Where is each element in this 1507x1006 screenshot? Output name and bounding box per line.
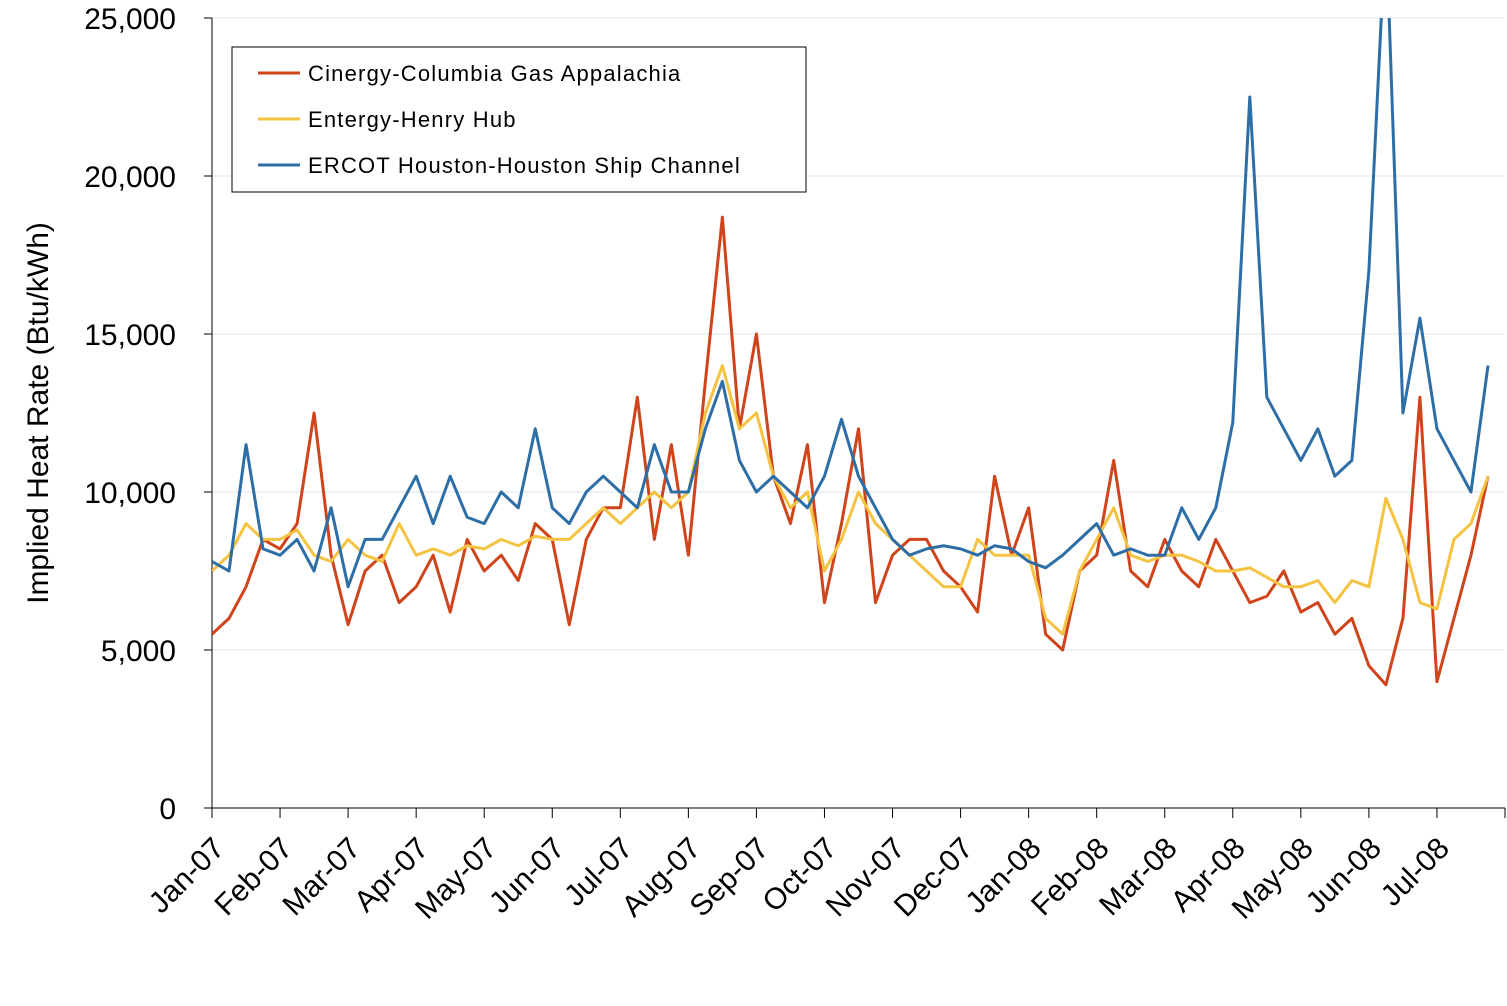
x-tick-label: Mar-08 xyxy=(1093,832,1184,923)
x-tick-label: Jun-07 xyxy=(483,832,571,920)
y-tick-label: 15,000 xyxy=(84,319,176,352)
y-tick-label: 20,000 xyxy=(84,161,176,194)
x-tick-label: Mar-07 xyxy=(277,832,368,923)
y-tick-label: 0 xyxy=(159,793,176,826)
y-tick-label: 25,000 xyxy=(84,3,176,36)
legend-label: Entergy-Henry Hub xyxy=(308,107,517,132)
series-line xyxy=(212,364,1490,636)
legend: Cinergy-Columbia Gas Appalachia Entergy-H… xyxy=(231,46,807,193)
y-tick-label: 10,000 xyxy=(84,477,176,510)
y-tick-label: 5,000 xyxy=(101,635,176,668)
legend-box xyxy=(231,46,807,193)
legend-label: ERCOT Houston-Houston Ship Channel xyxy=(308,153,741,178)
legend-label: Cinergy-Columbia Gas Appalachia xyxy=(308,61,681,86)
series-line xyxy=(212,18,1490,589)
plot-area xyxy=(212,18,1490,687)
y-axis-label: Implied Heat Rate (Btu/kWh) xyxy=(22,222,55,604)
x-tick-label: Jul-08 xyxy=(1375,832,1456,913)
x-tick-label: Jun-08 xyxy=(1300,832,1388,920)
